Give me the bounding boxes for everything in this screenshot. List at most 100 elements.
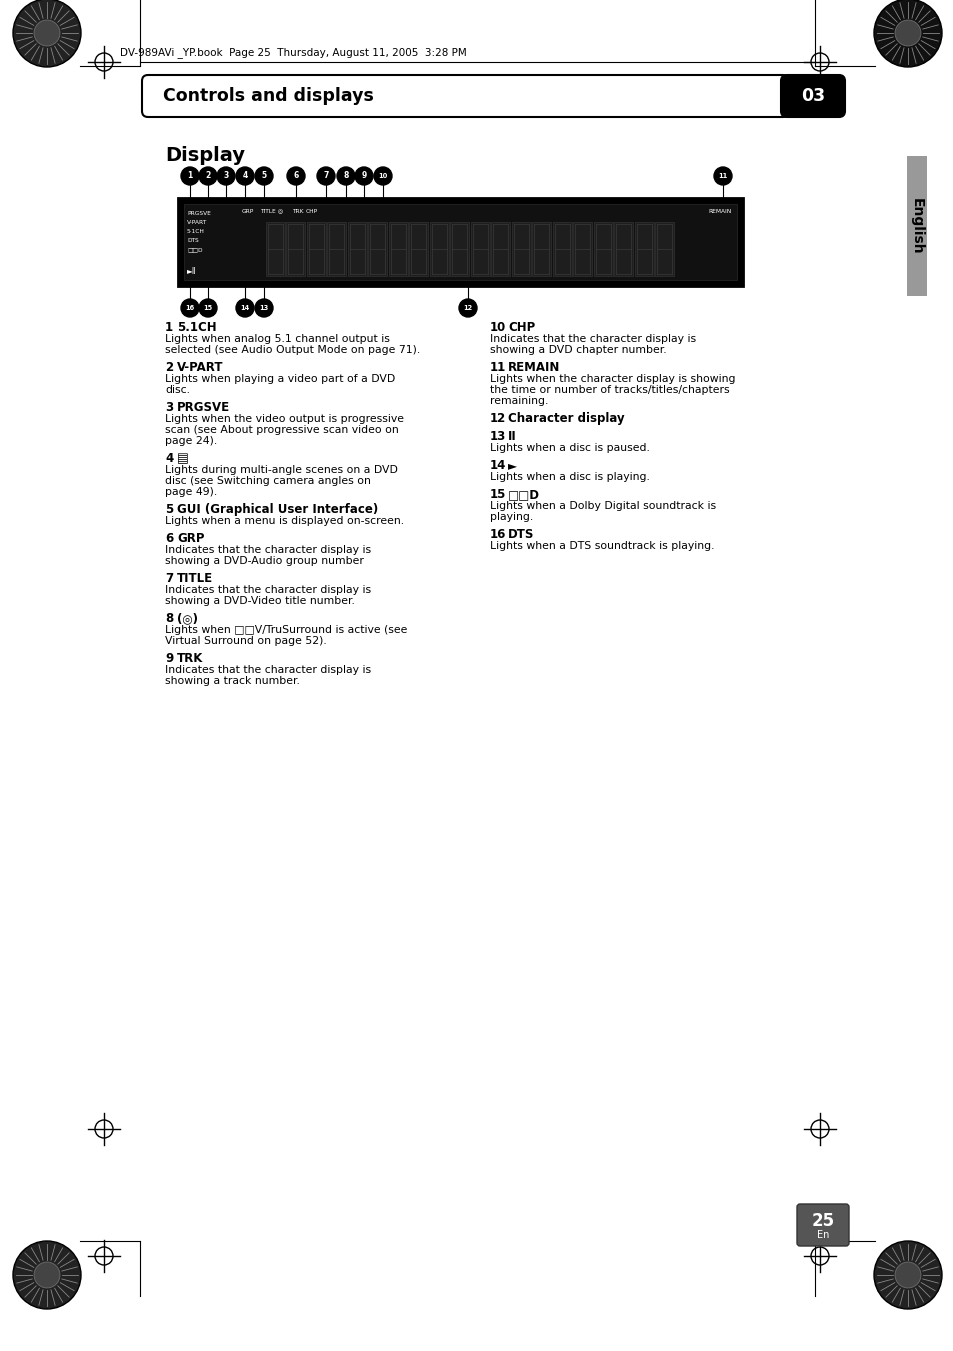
Text: 03: 03 [801, 86, 824, 105]
Circle shape [873, 0, 941, 68]
Bar [184, 204, 737, 280]
Text: remaining.: remaining. [490, 396, 548, 407]
Text: GRP: GRP [177, 532, 204, 544]
Bar [430, 222, 449, 276]
Text: 11: 11 [490, 361, 506, 374]
Bar [491, 222, 510, 276]
Text: Lights when playing a video part of a DVD: Lights when playing a video part of a DV… [165, 374, 395, 384]
Bar [906, 155, 926, 296]
Text: the time or number of tracks/titles/chapters: the time or number of tracks/titles/chap… [490, 385, 729, 394]
Text: 5·1CH: 5·1CH [187, 230, 205, 234]
Text: REMAIN: REMAIN [507, 361, 559, 374]
Text: Lights when a menu is displayed on-screen.: Lights when a menu is displayed on-scree… [165, 516, 404, 526]
Text: □□D: □□D [507, 488, 539, 501]
Circle shape [181, 168, 199, 185]
Text: Indicates that the character display is: Indicates that the character display is [165, 665, 371, 676]
Bar [450, 222, 469, 276]
Bar [327, 222, 346, 276]
Text: (◎): (◎) [177, 612, 198, 626]
Text: 3: 3 [165, 401, 172, 413]
Text: 25: 25 [811, 1212, 834, 1229]
Text: En: En [816, 1229, 828, 1240]
Text: 16: 16 [185, 305, 194, 311]
Text: 11: 11 [718, 173, 727, 178]
Circle shape [355, 168, 373, 185]
Text: 14: 14 [490, 459, 506, 471]
Text: 1: 1 [165, 322, 172, 334]
Circle shape [873, 1242, 941, 1309]
Circle shape [254, 168, 273, 185]
Text: GRP: GRP [242, 209, 254, 213]
Text: DTS: DTS [187, 238, 198, 243]
Text: 16: 16 [490, 528, 506, 540]
Text: □□D: □□D [187, 247, 202, 253]
Bar [635, 222, 654, 276]
Bar [594, 222, 613, 276]
Bar [348, 222, 367, 276]
FancyBboxPatch shape [796, 1204, 848, 1246]
Text: 2: 2 [205, 172, 211, 181]
Bar [471, 222, 490, 276]
Text: 12: 12 [490, 412, 506, 426]
Text: Lights when a disc is playing.: Lights when a disc is playing. [490, 471, 649, 482]
Text: 7: 7 [165, 571, 172, 585]
Circle shape [374, 168, 392, 185]
Text: Lights when the character display is showing: Lights when the character display is sho… [490, 374, 735, 384]
Circle shape [894, 1262, 920, 1288]
Text: Indicates that the character display is: Indicates that the character display is [490, 334, 696, 345]
Text: 12: 12 [463, 305, 472, 311]
Bar [389, 222, 408, 276]
Text: 8: 8 [165, 612, 173, 626]
Text: 7: 7 [323, 172, 329, 181]
Text: ▤: ▤ [177, 453, 189, 465]
Text: Ⅱ: Ⅱ [507, 430, 516, 443]
Text: showing a DVD-Audio group number: showing a DVD-Audio group number [165, 557, 363, 566]
Text: 10: 10 [378, 173, 387, 178]
Bar [307, 222, 326, 276]
Text: TRK: TRK [292, 209, 303, 213]
Text: Lights when the video output is progressive: Lights when the video output is progress… [165, 413, 403, 424]
Circle shape [34, 20, 60, 46]
Circle shape [254, 299, 273, 317]
Circle shape [713, 168, 731, 185]
Circle shape [199, 168, 216, 185]
Text: disc (see Switching camera angles on: disc (see Switching camera angles on [165, 476, 371, 486]
Circle shape [894, 20, 920, 46]
Text: 6: 6 [294, 172, 298, 181]
Text: disc.: disc. [165, 385, 190, 394]
Text: TRK: TRK [177, 653, 203, 665]
Circle shape [13, 0, 81, 68]
FancyBboxPatch shape [142, 76, 788, 118]
Text: 9: 9 [361, 172, 366, 181]
Circle shape [287, 168, 305, 185]
Text: showing a track number.: showing a track number. [165, 676, 299, 686]
Text: Lights when a disc is paused.: Lights when a disc is paused. [490, 443, 649, 453]
FancyBboxPatch shape [781, 76, 844, 118]
Circle shape [235, 168, 253, 185]
Text: 10: 10 [490, 322, 506, 334]
Text: showing a DVD chapter number.: showing a DVD chapter number. [490, 345, 666, 355]
Text: GUI (Graphical User Interface): GUI (Graphical User Interface) [177, 503, 377, 516]
Text: 15: 15 [490, 488, 506, 501]
Text: V-PART: V-PART [187, 220, 207, 226]
Circle shape [34, 1262, 60, 1288]
Text: Lights when a DTS soundtrack is playing.: Lights when a DTS soundtrack is playing. [490, 540, 714, 551]
Text: Indicates that the character display is: Indicates that the character display is [165, 544, 371, 555]
Text: Character display: Character display [507, 412, 624, 426]
Bar [614, 222, 633, 276]
Text: 6: 6 [165, 532, 173, 544]
Text: TITLE: TITLE [260, 209, 275, 213]
Text: 8: 8 [343, 172, 349, 181]
Text: PRGSVE: PRGSVE [187, 211, 211, 216]
Circle shape [458, 299, 476, 317]
Circle shape [216, 168, 234, 185]
Circle shape [13, 1242, 81, 1309]
Text: Lights when analog 5.1 channel output is: Lights when analog 5.1 channel output is [165, 334, 390, 345]
Circle shape [316, 168, 335, 185]
Circle shape [181, 299, 199, 317]
Bar [655, 222, 674, 276]
Text: 2: 2 [165, 361, 172, 374]
Text: ►: ► [507, 459, 517, 471]
Text: Lights when □□V/TruSurround is active (see: Lights when □□V/TruSurround is active (s… [165, 626, 407, 635]
Text: Indicates that the character display is: Indicates that the character display is [165, 585, 371, 594]
